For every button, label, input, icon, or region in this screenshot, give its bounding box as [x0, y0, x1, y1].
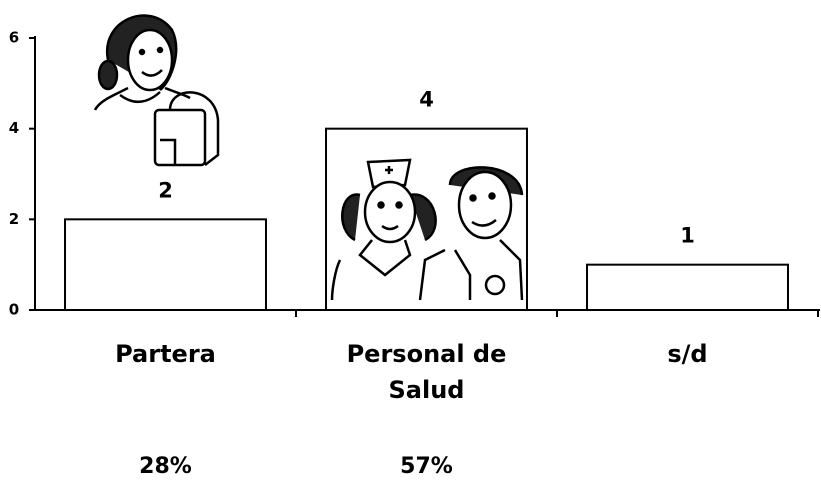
percent-label: 28%	[139, 454, 192, 479]
data-label: 2	[158, 178, 173, 202]
data-label: 1	[680, 224, 695, 248]
percent-label: 57%	[400, 454, 453, 479]
y-tick-label: 0	[9, 301, 19, 319]
data-label: 4	[419, 88, 434, 112]
illustration-partera	[93, 14, 220, 167]
y-tick-label: 6	[9, 29, 19, 47]
x-tick-label: Partera	[115, 340, 216, 368]
illustration-personal-salud	[330, 158, 524, 301]
x-tick-label: Personal de Salud	[346, 340, 507, 404]
bar	[64, 218, 267, 311]
x-tick-label: s/d	[667, 340, 708, 368]
y-tick-label: 4	[9, 119, 19, 137]
bar	[586, 263, 789, 311]
y-tick-label: 2	[9, 210, 19, 228]
